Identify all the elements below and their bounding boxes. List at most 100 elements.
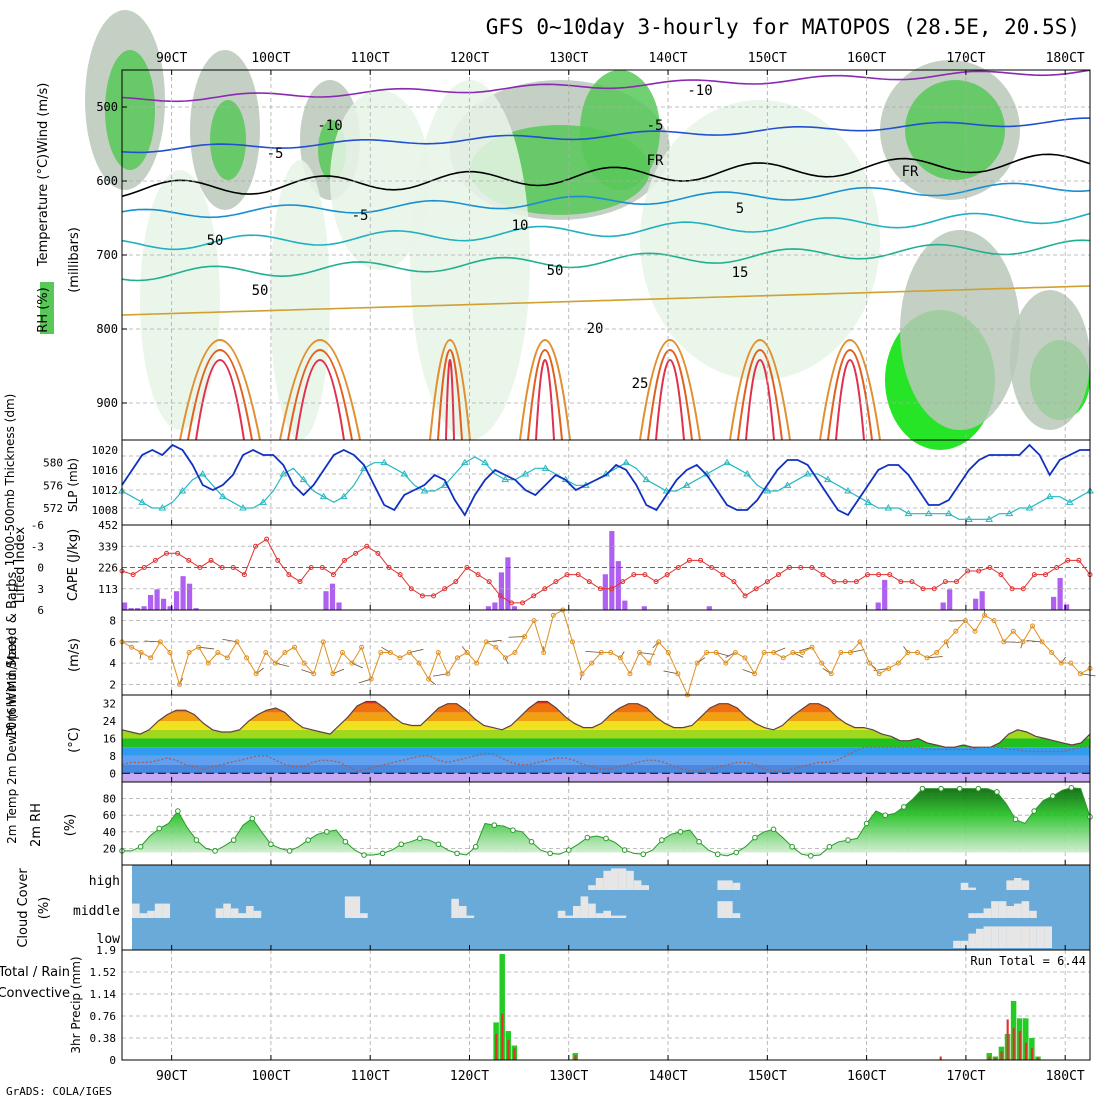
- wind-speed-marker: [502, 655, 508, 661]
- cloud-middle-bar: [147, 910, 155, 918]
- cloud-high-bar: [1021, 880, 1030, 890]
- lifted-index-marker: [297, 579, 303, 585]
- cloud-middle-bar: [572, 906, 581, 918]
- x-tick-label: 120CT: [450, 1069, 489, 1084]
- lifted-index-marker: [820, 572, 826, 578]
- wind-speed-marker: [148, 655, 154, 661]
- lifted-index-marker: [976, 568, 982, 574]
- precip-convective-bar: [994, 1057, 997, 1060]
- contour-label: -10: [317, 118, 342, 134]
- rh-marker: [640, 851, 647, 858]
- lifted-index-marker: [876, 572, 882, 578]
- cape-tick-label: 452: [98, 519, 118, 532]
- cloud-middle-bar: [998, 901, 1007, 918]
- thickness-marker: [803, 470, 812, 477]
- wind-barb: [945, 641, 949, 649]
- contour-label: 50: [207, 233, 224, 249]
- temperature-contour: [121, 182, 1091, 219]
- cape-bar: [973, 598, 979, 610]
- lifted-index-marker: [953, 579, 959, 585]
- wind-speed-marker: [368, 676, 374, 682]
- cape-bar: [622, 600, 628, 610]
- upper-air-ylabel-units: (millibars): [67, 227, 82, 293]
- run-total-label: Run Total = 6.44: [970, 954, 1086, 968]
- cloud-middle-bar: [215, 908, 224, 918]
- cloud-middle-bar: [1006, 906, 1014, 918]
- cape-bar: [485, 606, 492, 610]
- rh-marker: [565, 847, 572, 853]
- contour-label: 15: [732, 265, 749, 281]
- cloud-low-bar: [998, 926, 1007, 948]
- thickness-marker: [904, 509, 913, 517]
- lifted-index-marker: [208, 557, 214, 563]
- lifted-index-marker: [1065, 557, 1071, 563]
- warm-contour-arch: [639, 339, 701, 441]
- cloud-low-bar: [1036, 926, 1045, 948]
- thickness-marker: [339, 492, 348, 500]
- x-tick-label: 160CT: [847, 1069, 886, 1084]
- rh-tick-label: 60: [103, 809, 116, 822]
- warm-contour-arch: [429, 339, 471, 441]
- wind-speed-marker: [982, 612, 988, 618]
- rh-shading: [905, 80, 1005, 180]
- warm-contour-arch: [195, 359, 245, 441]
- lifted-index-marker: [408, 586, 414, 592]
- wind-speed-marker: [761, 650, 767, 655]
- thickness-marker: [239, 504, 247, 511]
- thickness-tick-label: 576: [43, 479, 63, 492]
- thickness-marker: [138, 498, 147, 505]
- lifted-index-marker: [1020, 586, 1026, 592]
- wind-barb: [652, 641, 659, 649]
- rh-ylabel: 2m RH: [29, 803, 44, 847]
- precip-tick-label: 0: [109, 1054, 116, 1067]
- cape-bar: [329, 583, 336, 610]
- temp-tick-label: 24: [103, 715, 117, 728]
- cape-bar: [154, 589, 160, 610]
- rh-marker: [528, 838, 535, 845]
- cape-bar: [160, 598, 167, 610]
- thickness-marker: [279, 470, 288, 477]
- cloud-middle-bar: [451, 898, 459, 918]
- rh-marker: [733, 849, 740, 856]
- lifted-index-marker: [497, 593, 503, 599]
- lifted-index-marker: [620, 579, 626, 585]
- wind-speed-marker: [790, 650, 796, 655]
- cloud-low-bar: [960, 940, 969, 948]
- precip-convective-bar: [1024, 1042, 1027, 1060]
- thickness-marker: [965, 515, 973, 522]
- slp-tick-label: 1016: [92, 464, 119, 477]
- warm-contour-arch: [279, 339, 361, 441]
- temp-tick-label: 8: [109, 750, 116, 763]
- temp-band: [122, 729, 1090, 739]
- lifted-index-marker: [475, 572, 481, 578]
- wind-speed-marker: [694, 660, 700, 666]
- temp-tick-label: 0: [109, 767, 116, 780]
- wind-speed-marker: [378, 650, 384, 655]
- wind-speed-marker: [617, 655, 623, 661]
- wind-speed-marker: [224, 655, 230, 661]
- wind-speed-marker: [167, 650, 173, 655]
- wind-barb: [1020, 641, 1024, 649]
- contour-label: 5: [736, 201, 744, 217]
- rh-shading: [210, 100, 246, 180]
- thickness-marker: [460, 458, 469, 466]
- wind-speed-marker: [962, 618, 968, 624]
- thickness-marker: [944, 509, 953, 517]
- x-tick-label: 100CT: [251, 51, 290, 66]
- temperature-contour: [121, 153, 1091, 198]
- rh-tick-label: 40: [103, 826, 116, 839]
- wind-speed-marker: [1049, 650, 1055, 655]
- wind-speed-marker: [704, 650, 710, 655]
- rh-tick-label: 80: [103, 793, 116, 806]
- lifted-index-marker: [942, 579, 948, 585]
- wind-speed-marker: [253, 671, 259, 677]
- wind-speed-marker: [876, 671, 882, 677]
- contour-label: FR: [902, 164, 919, 180]
- warm-contour-arch: [437, 349, 463, 441]
- warm-contour-arch: [737, 349, 783, 441]
- thickness-marker: [1025, 504, 1034, 511]
- thickness-marker: [521, 470, 530, 477]
- thickness-marker: [743, 470, 752, 477]
- lifted-index-marker: [230, 565, 236, 570]
- wind-speed-marker: [426, 676, 432, 682]
